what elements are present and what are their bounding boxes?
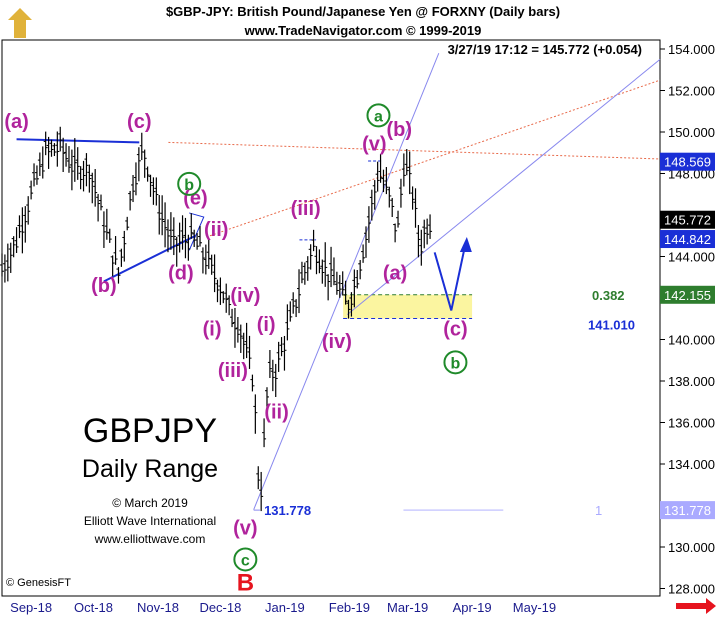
wave-label: (iii) [218, 360, 248, 382]
major-wave-label: B [237, 570, 254, 597]
circle-wave-label: a [374, 108, 383, 125]
y-tick-label: 150.000 [668, 125, 715, 140]
circle-wave-marker [366, 103, 391, 128]
wave-label: (iv) [230, 285, 260, 307]
copyright-label: © March 2019 [112, 496, 188, 510]
wave-label: (c) [443, 318, 467, 340]
y-tick-label: 136.000 [668, 416, 715, 431]
price-box-label: 142.155 [664, 288, 711, 303]
company-label: Elliott Wave International [83, 514, 217, 528]
level-label: 131.778 [264, 503, 311, 518]
circle-wave-marker [177, 171, 202, 196]
quote-readout: 3/27/19 17:12 = 145.772 (+0.054) [447, 42, 642, 57]
url-label: www.elliottwave.com [94, 532, 206, 546]
level-label: 1 [595, 503, 602, 518]
y-tick-label: 152.000 [668, 84, 715, 99]
wave-label: (d) [168, 262, 194, 284]
fib-red-line [168, 141, 661, 160]
wave-label: (v) [233, 518, 257, 540]
circle-wave-marker [443, 350, 468, 375]
x-tick-label: Mar-19 [387, 600, 428, 615]
wave-label: (ii) [204, 219, 228, 241]
wave-label: (c) [127, 111, 151, 133]
plot-frame [1, 39, 661, 597]
triangle-upper-line [16, 138, 140, 144]
x-tick-label: Dec-18 [199, 600, 241, 615]
circle-wave-marker [233, 547, 258, 572]
wave-label: (a) [4, 111, 28, 133]
price-box [660, 230, 715, 249]
price-box [660, 152, 715, 171]
channel-line [346, 58, 661, 315]
x-tick-label: Apr-19 [453, 600, 492, 615]
next-page-arrow-icon [676, 598, 716, 614]
price-box-label: 148.569 [664, 155, 711, 170]
circle-wave-label: b [451, 355, 461, 372]
wave-label: (b) [387, 119, 413, 141]
projection-arrow [433, 241, 467, 311]
wave-label: (b) [91, 275, 117, 297]
circle-wave-label: c [241, 552, 250, 569]
y-tick-label: 144.000 [668, 250, 715, 265]
software-credit: © GenesisFT [6, 577, 71, 589]
wave-label: (e) [183, 188, 207, 210]
fib-red-line [209, 79, 661, 237]
y-tick-label: 140.000 [668, 333, 715, 348]
x-tick-label: Nov-18 [137, 600, 179, 615]
wave-label: (i) [257, 314, 276, 336]
subtitle-label: Daily Range [81, 455, 219, 483]
arrow-head-icon [459, 236, 472, 252]
wave-label: (ii) [264, 401, 288, 423]
x-tick-label: Jan-19 [265, 600, 305, 615]
logo-icon [8, 8, 32, 38]
y-tick-label: 138.000 [668, 374, 715, 389]
y-tick-label: 128.000 [668, 582, 715, 597]
wave-label: (iv) [322, 331, 352, 353]
price-box-label: 131.778 [664, 503, 711, 518]
price-box [660, 285, 715, 304]
price-box [660, 501, 715, 520]
level-label: 141.010 [588, 318, 635, 333]
chart-title: $GBP-JPY: British Pound/Japanese Yen @ F… [165, 4, 561, 19]
y-tick-label: 130.000 [668, 540, 715, 555]
level-label: 0.382 [592, 288, 625, 303]
x-tick-label: Sep-18 [10, 600, 52, 615]
x-tick-label: Feb-19 [329, 600, 370, 615]
wave-label: (iii) [291, 198, 321, 220]
price-box [660, 210, 715, 229]
wave-label: (i) [203, 318, 222, 340]
y-tick-label: 154.000 [668, 42, 715, 57]
channel-line [253, 52, 440, 510]
target-zone [343, 294, 473, 319]
y-tick-label: 134.000 [668, 457, 715, 472]
x-tick-label: Oct-18 [74, 600, 113, 615]
website-label: www.TradeNavigator.com © 1999-2019 [244, 23, 482, 38]
wave-label: (a) [383, 262, 407, 284]
circle-wave-label: b [184, 177, 194, 194]
price-box-label: 144.842 [664, 232, 711, 247]
wave-label: (v) [362, 134, 386, 156]
price-box-label: 145.772 [664, 213, 711, 228]
x-tick-label: May-19 [513, 600, 556, 615]
symbol-label: GBPJPY [82, 412, 218, 450]
